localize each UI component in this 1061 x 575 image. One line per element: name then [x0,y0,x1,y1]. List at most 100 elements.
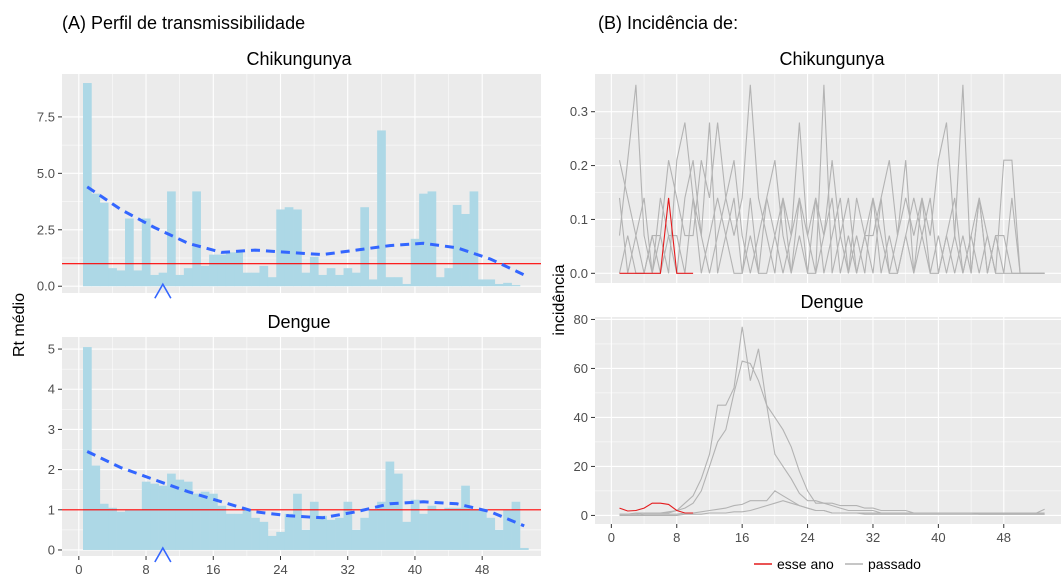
x-tick-label: 32 [866,530,880,545]
plot-b-chikungunya: 0.0 0.1 0.2 0.3 [570,74,1061,283]
plot-b-dengue: 0 20 40 60 80 0 8 16 24 32 40 48 [574,312,1061,545]
x-tick-label: 48 [475,562,489,575]
bar [150,274,159,287]
bar [301,529,311,550]
x-tick-label: 16 [206,562,220,575]
bar [293,209,302,287]
x-tick-label: 16 [735,530,749,545]
x-tick-label: 0 [608,530,615,545]
bar [477,279,487,287]
bar [419,193,428,287]
bar [167,191,176,287]
bar [99,202,109,287]
bar [351,529,361,550]
bar [410,499,420,550]
bar [242,272,252,287]
x-tick-label: 0 [75,562,82,575]
bar [225,513,235,550]
bar [242,509,252,550]
bar [141,481,151,550]
bar [200,265,210,287]
bar [209,493,218,550]
bar [469,191,479,287]
bar [343,268,353,287]
bar [335,517,344,550]
bar [209,254,218,287]
bar [133,509,143,550]
y-tick-label: 5 [48,342,55,357]
bar [276,209,285,287]
bar [284,207,294,287]
y-tick-label: 0.1 [570,212,588,227]
y-tick-label: 0 [581,508,588,523]
current-week-marker [154,282,172,299]
y-tick-label: 2 [48,462,55,477]
x-tick-label: 32 [340,562,354,575]
bar [377,130,386,287]
panel-b-title: (B) Incidência de: [598,13,738,33]
x-tick-label: 24 [273,562,287,575]
bar [419,513,428,550]
bar [469,509,479,550]
bar [385,461,395,550]
y-tick-label: 0.0 [37,279,55,294]
bar [410,238,420,287]
bar [259,265,269,287]
bar [326,268,336,287]
trend-line [86,185,525,277]
ylabel-a: Rt médio [11,293,28,357]
y-tick-label: 60 [574,361,588,376]
bar [393,473,403,550]
strip-b-chikungunya: Chikungunya [779,49,885,69]
bar [116,270,126,287]
series-line-passado [619,500,1045,516]
bar [284,513,294,550]
bar [452,507,462,550]
y-tick-label: 2.5 [37,222,55,237]
y-tick-label: 0.2 [570,158,588,173]
x-tick-label: 8 [673,530,680,545]
bar [251,517,260,550]
bar [267,277,277,287]
bar [301,272,311,287]
bar [402,521,412,550]
series-line-esse-ano [619,197,694,274]
bar [99,503,109,550]
bar [200,491,210,550]
bar [125,509,134,550]
bar [217,254,227,287]
bar [192,191,201,287]
bar [444,268,454,287]
bar [183,268,193,287]
bar [435,509,445,550]
bar [377,501,386,550]
bar [83,347,92,550]
bar [503,282,512,287]
bar [125,218,134,287]
bar [486,279,496,287]
bar [234,513,243,550]
bar [477,509,487,550]
bar [511,501,521,550]
legend: esse ano passado [754,556,921,572]
trend-line [86,450,525,528]
y-tick-label: 0.3 [570,104,588,119]
bar [83,83,92,287]
bar [251,272,260,287]
bar [402,283,412,287]
bar [309,256,319,287]
bar [393,277,403,287]
x-tick-label: 48 [997,530,1011,545]
bar [225,252,235,287]
y-tick-label: 0.0 [570,266,588,281]
y-tick-label: 1 [48,502,55,517]
bar [351,272,361,287]
bar [511,285,521,287]
x-tick-label: 24 [800,530,814,545]
bar [360,517,370,550]
current-week-marker [154,546,172,563]
bar [183,481,193,550]
bar [435,277,445,287]
y-tick-label: 80 [574,312,588,327]
y-tick-label: 5.0 [37,166,55,181]
